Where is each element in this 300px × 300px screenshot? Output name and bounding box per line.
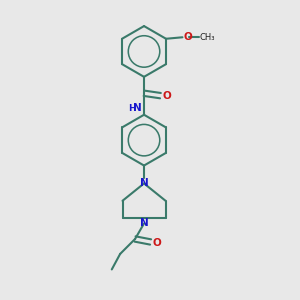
Text: N: N (140, 178, 148, 188)
Text: CH₃: CH₃ (200, 33, 215, 42)
Text: O: O (184, 32, 192, 42)
Text: H: H (128, 104, 136, 113)
Text: N: N (140, 218, 148, 228)
Text: O: O (162, 91, 171, 101)
Text: O: O (152, 238, 161, 248)
Text: N: N (134, 103, 142, 113)
